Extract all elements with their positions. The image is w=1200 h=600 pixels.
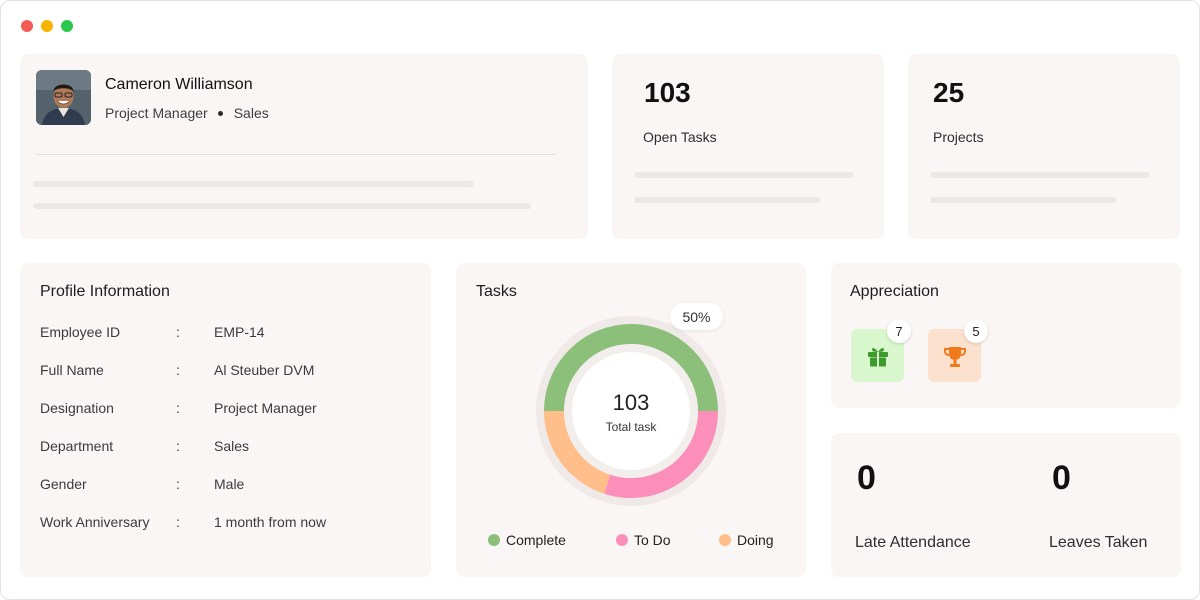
profile-role: Project Manager	[105, 105, 208, 121]
open-tasks-label: Open Tasks	[643, 129, 717, 145]
attendance-card	[831, 433, 1181, 577]
donut-slice-complete[interactable]	[544, 324, 718, 411]
appreciation-title: Appreciation	[850, 283, 939, 300]
profile-information-title: Profile Information	[40, 283, 170, 300]
placeholder-line	[634, 197, 820, 203]
profile-info-separator: :	[176, 514, 180, 530]
projects-label: Projects	[933, 129, 984, 145]
bullet-separator	[217, 110, 223, 116]
profile-info-value: 1 month from now	[214, 514, 327, 530]
profile-info-label: Employee ID	[40, 324, 121, 340]
trophy-icon	[943, 346, 966, 367]
legend-label-doing: Doing	[737, 532, 774, 548]
tasks-donut-chart	[536, 316, 726, 506]
profile-info-separator: :	[176, 362, 180, 378]
donut-slice-doing[interactable]	[544, 411, 611, 494]
open-tasks-count: 103	[644, 77, 691, 108]
donut-slices	[544, 324, 718, 498]
profile-info-separator: :	[176, 324, 180, 340]
legend-doing[interactable]: Doing	[719, 532, 774, 548]
profile-info-value: EMP-14	[214, 324, 265, 340]
profile-info-separator: :	[176, 400, 180, 416]
legend-swatch-doing	[719, 534, 731, 546]
avatar	[36, 70, 91, 125]
profile-name: Cameron Williamson	[105, 76, 253, 93]
gift-count-badge: 7	[887, 319, 911, 343]
leaves-taken-label: Leaves Taken	[1049, 534, 1148, 551]
profile-info-label: Designation	[40, 400, 114, 416]
profile-info-value: Sales	[214, 438, 250, 454]
placeholder-line	[33, 181, 474, 187]
legend-swatch-todo	[616, 534, 628, 546]
legend-label-todo: To Do	[634, 532, 671, 548]
projects-count: 25	[933, 77, 965, 108]
profile-info-value: Project Manager	[214, 400, 317, 416]
gift-icon	[867, 347, 888, 366]
profile-info-label: Gender	[40, 476, 87, 492]
legend-swatch-complete	[488, 534, 500, 546]
legend-complete[interactable]: Complete	[488, 532, 566, 548]
projects-card	[908, 54, 1180, 239]
profile-information-card	[20, 263, 431, 577]
profile-info-value: Male	[214, 476, 245, 492]
late-attendance-label: Late Attendance	[855, 534, 971, 551]
leaves-taken-count: 0	[1052, 459, 1071, 497]
legend-label-complete: Complete	[506, 532, 566, 548]
profile-department: Sales	[233, 105, 269, 121]
profile-role-line: Project Manager Sales	[105, 105, 269, 121]
trophy-count-badge: 5	[964, 319, 988, 343]
open-tasks-card	[612, 54, 884, 239]
profile-info-separator: :	[176, 438, 180, 454]
profile-info-value: Al Steuber DVM	[214, 362, 315, 378]
window-maximize-button[interactable]	[61, 20, 73, 32]
placeholder-line	[930, 197, 1116, 203]
percent-bubble: 50%	[670, 303, 723, 330]
donut-slice-to-do[interactable]	[604, 411, 718, 498]
donut-center	[572, 352, 690, 470]
profile-info-label: Work Anniversary	[40, 514, 150, 530]
profile-info-separator: :	[176, 476, 180, 492]
profile-info-label: Full Name	[40, 362, 104, 378]
late-attendance-count: 0	[857, 459, 876, 497]
placeholder-line	[634, 172, 854, 178]
window-close-button[interactable]	[21, 20, 33, 32]
placeholder-line	[930, 172, 1150, 178]
window-minimize-button[interactable]	[41, 20, 53, 32]
tasks-title: Tasks	[476, 283, 517, 300]
placeholder-line	[33, 203, 531, 209]
divider	[36, 154, 557, 155]
donut-total-label: Total task	[605, 420, 657, 434]
donut-total-value: 103	[612, 390, 650, 415]
profile-info-label: Department	[40, 438, 114, 454]
legend-todo[interactable]: To Do	[616, 532, 671, 548]
